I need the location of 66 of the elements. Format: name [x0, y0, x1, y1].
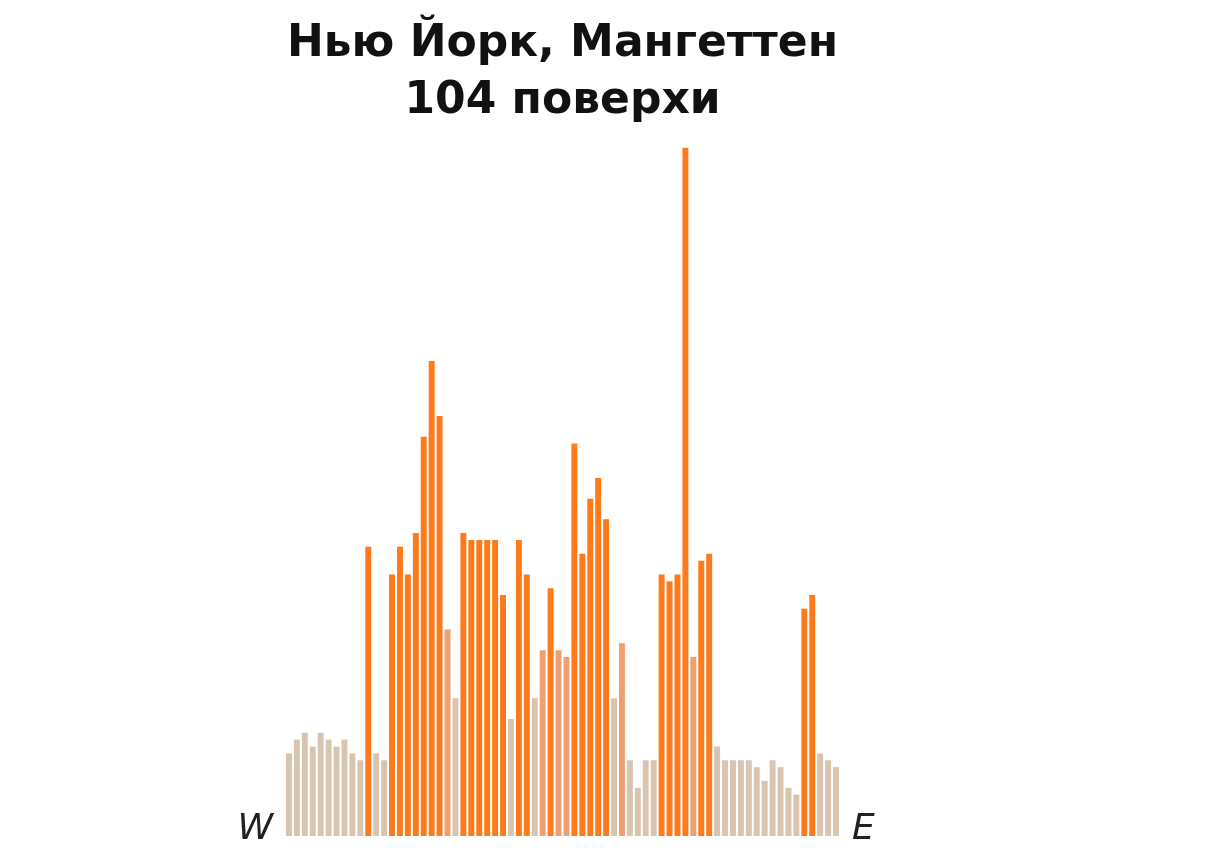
bar	[626, 760, 633, 836]
bar	[761, 780, 768, 836]
bar	[579, 553, 586, 836]
bar	[357, 760, 364, 836]
bar	[420, 436, 427, 836]
bar	[611, 698, 618, 836]
bar	[603, 519, 610, 836]
bar	[484, 539, 491, 836]
bar	[793, 794, 800, 836]
bar	[428, 361, 435, 836]
bar	[381, 760, 388, 836]
bar	[722, 760, 729, 836]
bar	[476, 539, 483, 836]
bar	[507, 718, 514, 836]
bar	[523, 574, 530, 836]
bar	[325, 739, 332, 836]
bar	[365, 546, 372, 836]
bar	[444, 629, 451, 836]
chart-title: Нью Йорк, Мангеттен	[286, 13, 839, 66]
bar	[745, 760, 752, 836]
bar	[595, 478, 602, 836]
bar	[436, 416, 443, 836]
bar	[500, 595, 507, 836]
bar	[587, 498, 594, 836]
bar	[531, 698, 538, 836]
bar	[658, 574, 665, 836]
bar	[642, 760, 649, 836]
bar	[698, 560, 705, 836]
bar	[769, 760, 776, 836]
bar	[309, 746, 316, 836]
bar	[492, 539, 499, 836]
bar	[293, 739, 300, 836]
text: E	[852, 806, 875, 848]
bar	[547, 588, 554, 836]
bar	[690, 657, 697, 836]
bar	[515, 539, 522, 836]
bar	[706, 553, 713, 836]
bar	[571, 443, 578, 836]
bar	[452, 698, 459, 836]
bar	[809, 595, 816, 836]
bar	[714, 746, 721, 836]
bar	[396, 546, 403, 836]
bar	[618, 643, 625, 836]
bar	[682, 147, 689, 836]
bar	[729, 760, 736, 836]
bar	[412, 533, 419, 836]
bar	[301, 732, 308, 836]
bar	[285, 753, 292, 836]
bar	[389, 574, 396, 836]
chart-subtitle: 104 поверхи	[404, 71, 721, 123]
bar	[817, 753, 824, 836]
text: W	[237, 806, 275, 848]
bar	[737, 760, 744, 836]
bar	[634, 787, 641, 836]
bar	[468, 539, 475, 836]
bar	[460, 533, 467, 836]
bar	[753, 767, 760, 836]
bar	[650, 760, 657, 836]
bar	[404, 574, 411, 836]
bar	[833, 767, 840, 836]
bar	[317, 732, 324, 836]
bar	[539, 650, 546, 836]
bar	[349, 753, 356, 836]
bar	[801, 608, 808, 836]
bar	[825, 760, 832, 836]
bar	[373, 753, 380, 836]
